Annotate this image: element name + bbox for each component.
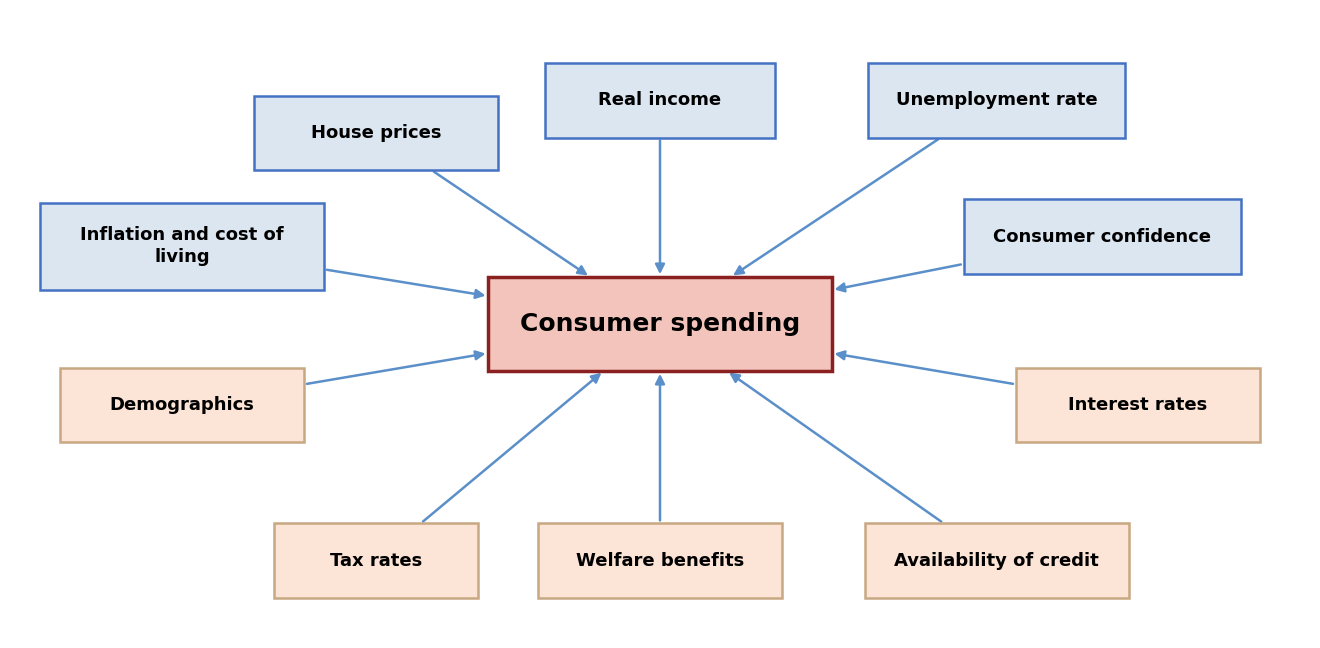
FancyBboxPatch shape [539,524,781,597]
FancyBboxPatch shape [41,202,325,290]
Text: Availability of credit: Availability of credit [894,551,1100,570]
FancyBboxPatch shape [61,368,304,442]
FancyBboxPatch shape [275,524,478,597]
FancyBboxPatch shape [1016,368,1259,442]
FancyBboxPatch shape [964,200,1241,273]
Text: Tax rates: Tax rates [330,551,422,570]
Text: House prices: House prices [312,124,441,142]
Text: Demographics: Demographics [110,396,255,414]
Text: Consumer spending: Consumer spending [520,312,800,336]
FancyBboxPatch shape [488,277,832,371]
FancyBboxPatch shape [544,64,775,138]
FancyBboxPatch shape [869,64,1125,138]
FancyBboxPatch shape [253,95,498,170]
FancyBboxPatch shape [865,524,1129,597]
Text: Unemployment rate: Unemployment rate [896,91,1097,110]
Text: Consumer confidence: Consumer confidence [993,227,1212,246]
Text: Interest rates: Interest rates [1068,396,1208,414]
Text: Welfare benefits: Welfare benefits [576,551,744,570]
Text: Inflation and cost of
living: Inflation and cost of living [81,226,284,266]
Text: Real income: Real income [598,91,722,110]
